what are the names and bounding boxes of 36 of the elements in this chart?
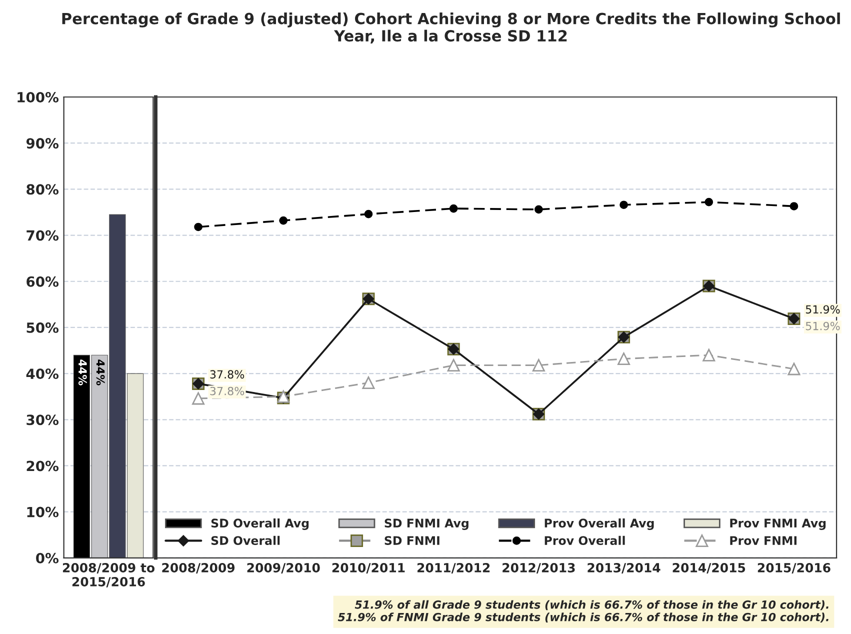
y-tick-label: 90%	[26, 138, 59, 149]
legend-label: Prov FNMI Avg	[730, 518, 826, 530]
data-label: 51.9%	[806, 322, 840, 330]
data-label: 51.9%	[806, 305, 840, 314]
legend-label: Prov Overall	[544, 536, 625, 546]
legend-label: Prov FNMI	[730, 536, 797, 546]
y-tick-label: 20%	[26, 460, 59, 472]
legend-label: SD FNMI	[384, 536, 440, 546]
y-tick-label: 0%	[36, 552, 59, 564]
legend-label: SD FNMI Avg	[384, 518, 468, 530]
y-tick-label: 70%	[26, 230, 59, 241]
legend-label: SD Overall Avg	[211, 518, 309, 530]
text: Percentage of Grade 9 (adjusted) Cohort Achieving 8 or More Credits the Following School Year, Ile a la Crosse SD 112	[62, 12, 840, 44]
legend-label: Prov Overall Avg	[544, 518, 654, 530]
data-label: 44%	[78, 360, 87, 386]
y-tick-label: 50%	[26, 322, 59, 333]
x-tick-label: 2012/2013	[502, 563, 575, 574]
data-label: 44%	[96, 360, 105, 386]
y-tick-label: 60%	[26, 276, 59, 287]
y-tick-label: 40%	[26, 368, 59, 380]
x-tick-label: 2010/2011	[332, 563, 405, 574]
y-tick-label: 80%	[26, 184, 59, 195]
text: 51.9% of all Grade 9 students (which is 66.7% of those in the Gr 10 cohort). 51.9% of FNMI Grade 9 students (which is 66.7% of those in the Gr 10 cohort).	[338, 600, 828, 623]
y-tick-label: 30%	[26, 414, 59, 426]
x-tick-label: 2013/2014	[588, 563, 660, 574]
x-tick-label: 2008/2009	[162, 563, 235, 574]
x-tick-label: 2014/2015	[672, 563, 746, 574]
x-tick-label: 2015/2016	[758, 563, 830, 574]
legend-label: SD Overall	[211, 536, 280, 546]
data-label: 37.8%	[210, 370, 244, 379]
y-tick-label: 10%	[27, 506, 59, 518]
y-tick-label: 100%	[18, 92, 59, 102]
x-tick-label: 2008/2009 to 2015/2016	[62, 563, 154, 588]
x-tick-label: 2011/2012	[418, 563, 490, 574]
data-label: 37.8%	[210, 386, 244, 396]
x-tick-label: 2009/2010	[247, 563, 320, 574]
